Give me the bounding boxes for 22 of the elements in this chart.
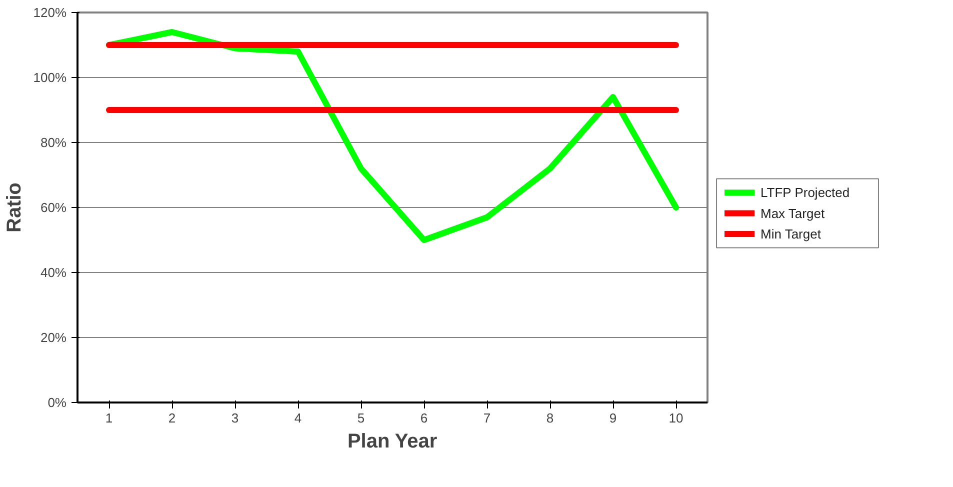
x-tick-label: 10 bbox=[668, 410, 684, 426]
x-tick-label: 5 bbox=[357, 410, 365, 426]
x-tick-label: 6 bbox=[420, 410, 428, 426]
x-tick-label: 4 bbox=[294, 410, 302, 426]
legend-label: Min Target bbox=[760, 226, 822, 242]
y-tick-label: 80% bbox=[40, 135, 67, 150]
y-tick-label: 40% bbox=[40, 265, 67, 280]
x-axis-title: Plan Year bbox=[347, 430, 438, 452]
legend-label: Max Target bbox=[760, 206, 825, 221]
y-tick-label: 120% bbox=[33, 5, 67, 20]
x-tick-label: 2 bbox=[168, 410, 176, 426]
y-tick-label: 60% bbox=[40, 200, 67, 215]
y-axis-title: Ratio bbox=[3, 182, 26, 232]
y-tick-label: 100% bbox=[33, 70, 67, 85]
x-tick-label: 9 bbox=[609, 410, 617, 426]
y-tick-label: 20% bbox=[40, 330, 67, 345]
x-tick-label: 8 bbox=[546, 410, 554, 426]
legend-label: LTFP Projected bbox=[760, 185, 850, 200]
x-tick-label: 3 bbox=[231, 410, 239, 426]
x-tick-label: 7 bbox=[483, 410, 491, 426]
x-tick-label: 1 bbox=[105, 410, 113, 426]
y-tick-label: 0% bbox=[48, 395, 67, 410]
